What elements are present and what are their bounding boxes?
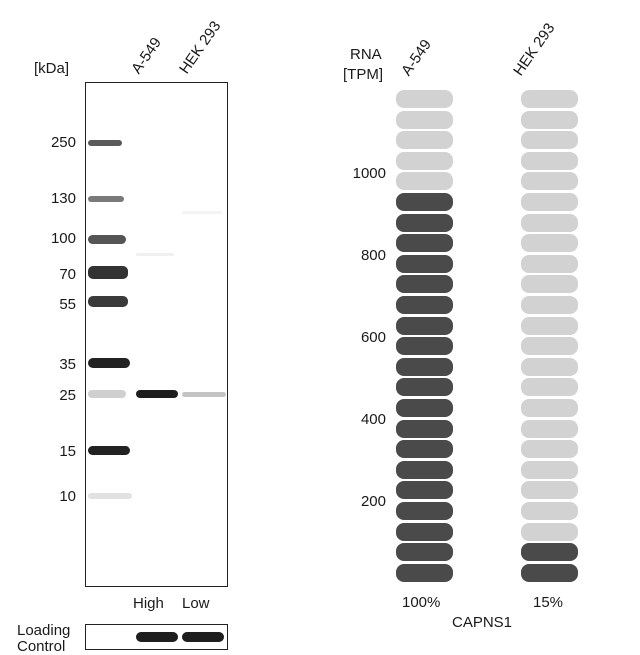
rna-tick-800: 800 [360, 247, 386, 264]
rna-pill-a549-empty [396, 111, 453, 129]
rna-pill-a549-empty [396, 131, 453, 149]
rna-bar-column-hek293 [521, 90, 578, 582]
rna-pill-a549-empty [396, 172, 453, 190]
rna-pill-a549-filled [396, 378, 453, 396]
expression-label-high: High [133, 595, 164, 612]
rna-pill-hek293-empty [521, 461, 578, 479]
rna-pill-hek293-empty [521, 358, 578, 376]
rna-pill-hek293-empty [521, 234, 578, 252]
loading-band-hek293 [182, 632, 224, 642]
rna-pill-hek293-empty [521, 296, 578, 314]
rna-pill-a549-filled [396, 317, 453, 335]
ladder-band-100 [88, 235, 126, 244]
rna-pill-hek293-empty [521, 523, 578, 541]
rna-pill-hek293-empty [521, 214, 578, 232]
rna-pill-a549-empty [396, 152, 453, 170]
rna-pill-hek293-empty [521, 399, 578, 417]
western-blot-image [85, 82, 228, 587]
kda-unit-label: [kDa] [34, 60, 70, 77]
rna-pill-hek293-empty [521, 111, 578, 129]
rna-pill-hek293-filled [521, 543, 578, 561]
ladder-band-10 [88, 493, 132, 499]
lane-label-hek293: HEK 293 [176, 18, 225, 77]
marker-35: 35 [59, 356, 76, 373]
rna-pill-a549-filled [396, 481, 453, 499]
rna-pill-a549-filled [396, 564, 453, 582]
rna-header-line1: RNA [350, 46, 382, 63]
rna-pill-hek293-empty [521, 440, 578, 458]
rna-pill-hek293-empty [521, 317, 578, 335]
rna-column-label-a549: A-549 [398, 36, 435, 79]
rna-header-line2: [TPM] [343, 66, 383, 83]
rna-pill-a549-filled [396, 234, 453, 252]
ladder-band-25 [88, 390, 126, 398]
rna-pill-a549-filled [396, 399, 453, 417]
expression-label-low: Low [182, 595, 210, 612]
rna-pill-a549-filled [396, 543, 453, 561]
rna-pill-hek293-empty [521, 152, 578, 170]
loading-band-a549 [136, 632, 178, 642]
marker-10: 10 [59, 488, 76, 505]
loading-control-blot [85, 624, 228, 650]
rna-pill-hek293-empty [521, 90, 578, 108]
rna-pill-a549-filled [396, 420, 453, 438]
rna-pill-a549-filled [396, 502, 453, 520]
ladder-band-55 [88, 296, 128, 307]
marker-250: 250 [50, 134, 76, 151]
ladder-band-130 [88, 196, 124, 202]
rna-pill-a549-filled [396, 461, 453, 479]
ladder-band-70 [88, 266, 128, 279]
lane-label-a549: A-549 [128, 34, 165, 77]
rna-column-label-hek293: HEK 293 [510, 20, 559, 79]
rna-pill-hek293-empty [521, 337, 578, 355]
rna-pill-a549-filled [396, 255, 453, 273]
marker-55: 55 [59, 296, 76, 313]
band-a549-25kda [136, 390, 178, 398]
rna-pill-hek293-empty [521, 255, 578, 273]
rna-pill-a549-filled [396, 275, 453, 293]
rna-pill-a549-filled [396, 214, 453, 232]
rna-pill-hek293-empty [521, 502, 578, 520]
rna-pill-a549-filled [396, 337, 453, 355]
rna-percent-a549: 100% [402, 594, 441, 611]
rna-pill-a549-empty [396, 90, 453, 108]
rna-tick-200: 200 [360, 493, 386, 510]
marker-100: 100 [50, 230, 76, 247]
loading-control-label-line1: Loading [17, 622, 71, 639]
rna-pill-a549-filled [396, 193, 453, 211]
ladder-band-15 [88, 446, 130, 455]
rna-tick-600: 600 [360, 329, 386, 346]
rna-pill-hek293-filled [521, 564, 578, 582]
rna-pill-hek293-empty [521, 481, 578, 499]
rna-pill-hek293-empty [521, 275, 578, 293]
marker-25: 25 [59, 387, 76, 404]
rna-pill-hek293-empty [521, 193, 578, 211]
ladder-band-35 [88, 358, 130, 368]
rna-percent-hek293: 15% [533, 594, 564, 611]
rna-pill-a549-filled [396, 440, 453, 458]
rna-pill-hek293-empty [521, 172, 578, 190]
rna-pill-a549-filled [396, 523, 453, 541]
rna-pill-hek293-empty [521, 420, 578, 438]
rna-pill-a549-filled [396, 296, 453, 314]
rna-tick-1000: 1000 [352, 165, 386, 182]
rna-tick-400: 400 [360, 411, 386, 428]
marker-15: 15 [59, 443, 76, 460]
rna-pill-hek293-empty [521, 378, 578, 396]
rna-pill-hek293-empty [521, 131, 578, 149]
faint-band-a549 [136, 253, 174, 256]
marker-130: 130 [50, 190, 76, 207]
marker-70: 70 [59, 266, 76, 283]
rna-bar-column-a549 [396, 90, 453, 582]
gene-name: CAPNS1 [452, 614, 513, 631]
band-hek293-25kda [182, 392, 226, 397]
rna-pill-a549-filled [396, 358, 453, 376]
ladder-band-250 [88, 140, 122, 146]
faint-band-hek293 [182, 211, 222, 214]
loading-control-label-line2: Control [17, 638, 66, 655]
